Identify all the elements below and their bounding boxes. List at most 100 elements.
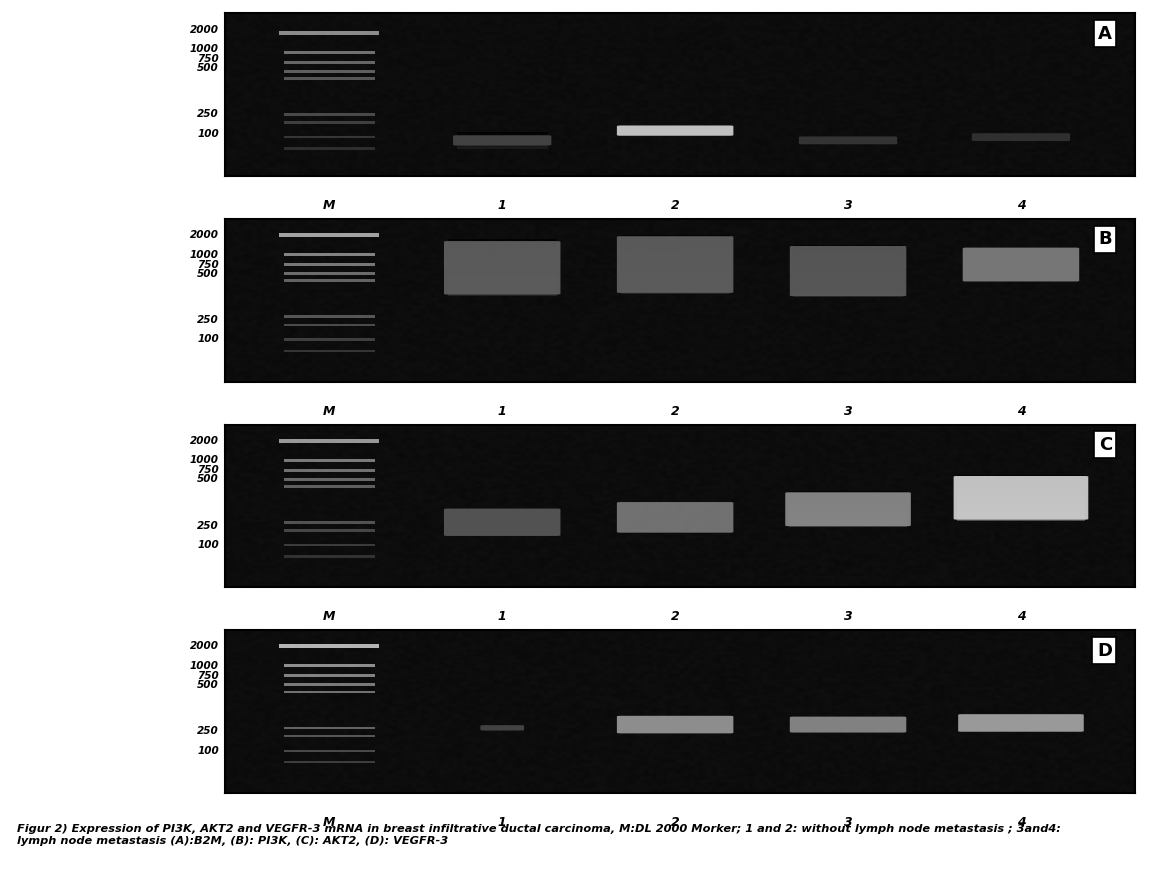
Bar bbox=[448, 262, 556, 265]
Bar bbox=[789, 525, 908, 527]
Bar bbox=[283, 350, 374, 352]
Bar bbox=[621, 239, 729, 241]
Bar bbox=[279, 233, 379, 237]
FancyBboxPatch shape bbox=[786, 492, 911, 526]
Text: 750: 750 bbox=[197, 260, 219, 270]
Bar bbox=[957, 475, 1085, 477]
Text: 500: 500 bbox=[197, 63, 219, 73]
Bar bbox=[283, 544, 374, 546]
Text: 4: 4 bbox=[1016, 405, 1025, 417]
Bar bbox=[789, 506, 908, 507]
FancyBboxPatch shape bbox=[444, 241, 561, 295]
Text: 100: 100 bbox=[197, 540, 219, 550]
Text: 1: 1 bbox=[498, 611, 507, 623]
Text: 1: 1 bbox=[498, 199, 507, 212]
Bar bbox=[283, 478, 374, 481]
Bar bbox=[448, 242, 556, 245]
Bar bbox=[283, 279, 374, 282]
Bar bbox=[794, 284, 903, 287]
Bar bbox=[957, 481, 1085, 484]
FancyBboxPatch shape bbox=[954, 476, 1089, 520]
Text: 500: 500 bbox=[197, 680, 219, 690]
Bar bbox=[794, 273, 903, 276]
FancyBboxPatch shape bbox=[790, 246, 907, 296]
Bar bbox=[283, 324, 374, 326]
Bar bbox=[794, 250, 903, 253]
Bar bbox=[957, 516, 1085, 518]
FancyBboxPatch shape bbox=[798, 136, 897, 144]
Bar bbox=[789, 500, 908, 502]
Text: 250: 250 bbox=[197, 521, 219, 530]
Bar bbox=[789, 493, 908, 495]
Text: M: M bbox=[323, 405, 335, 417]
Bar bbox=[957, 505, 1085, 507]
FancyBboxPatch shape bbox=[616, 502, 734, 533]
Bar bbox=[283, 521, 374, 523]
Bar bbox=[279, 31, 379, 35]
Bar bbox=[621, 255, 729, 259]
Bar bbox=[957, 489, 1085, 491]
Bar bbox=[448, 271, 556, 273]
Bar bbox=[789, 497, 908, 498]
Bar bbox=[621, 247, 729, 250]
Bar bbox=[789, 516, 908, 518]
Text: 2000: 2000 bbox=[190, 231, 219, 240]
Bar bbox=[789, 504, 908, 506]
Bar bbox=[957, 493, 1085, 496]
Text: A: A bbox=[1098, 25, 1112, 43]
Text: 750: 750 bbox=[197, 671, 219, 681]
Bar bbox=[283, 113, 374, 116]
Text: 100: 100 bbox=[197, 746, 219, 756]
Bar bbox=[283, 61, 374, 64]
Bar bbox=[448, 245, 556, 247]
FancyBboxPatch shape bbox=[963, 247, 1079, 281]
Bar bbox=[283, 485, 374, 488]
FancyBboxPatch shape bbox=[790, 716, 907, 732]
Bar bbox=[789, 498, 908, 500]
Bar bbox=[621, 288, 729, 291]
Bar bbox=[448, 294, 556, 296]
Text: 3: 3 bbox=[843, 199, 852, 212]
Bar bbox=[283, 761, 374, 763]
FancyBboxPatch shape bbox=[616, 236, 734, 293]
Text: 4: 4 bbox=[1016, 199, 1025, 212]
Bar bbox=[283, 555, 374, 557]
Bar bbox=[621, 271, 729, 273]
Text: 2: 2 bbox=[670, 199, 680, 212]
Bar bbox=[794, 263, 903, 266]
Text: 1: 1 bbox=[498, 405, 507, 417]
Bar bbox=[794, 253, 903, 255]
Bar bbox=[283, 735, 374, 737]
Bar bbox=[621, 279, 729, 282]
Bar bbox=[283, 726, 374, 729]
Bar bbox=[794, 245, 903, 247]
Bar bbox=[621, 282, 729, 285]
Text: 250: 250 bbox=[197, 726, 219, 736]
Text: 3: 3 bbox=[843, 405, 852, 417]
Bar bbox=[448, 291, 556, 294]
Text: 100: 100 bbox=[197, 335, 219, 344]
Text: 3: 3 bbox=[843, 816, 852, 829]
Bar bbox=[283, 148, 374, 150]
Bar bbox=[789, 491, 908, 493]
Bar bbox=[957, 507, 1085, 509]
Text: 250: 250 bbox=[197, 109, 219, 119]
Bar bbox=[794, 281, 903, 284]
FancyBboxPatch shape bbox=[958, 714, 1084, 732]
Text: 2: 2 bbox=[670, 611, 680, 623]
Text: 1000: 1000 bbox=[190, 44, 219, 54]
Text: 1000: 1000 bbox=[190, 250, 219, 260]
Bar bbox=[794, 261, 903, 263]
Text: 2000: 2000 bbox=[190, 25, 219, 35]
Bar bbox=[621, 273, 729, 276]
Bar bbox=[448, 254, 556, 256]
Text: 1000: 1000 bbox=[190, 456, 219, 465]
Bar bbox=[794, 276, 903, 279]
Bar bbox=[789, 507, 908, 509]
Bar bbox=[957, 509, 1085, 512]
Bar bbox=[789, 514, 908, 516]
FancyBboxPatch shape bbox=[444, 508, 561, 536]
Bar bbox=[621, 285, 729, 288]
Text: 500: 500 bbox=[197, 474, 219, 484]
Text: M: M bbox=[323, 199, 335, 212]
